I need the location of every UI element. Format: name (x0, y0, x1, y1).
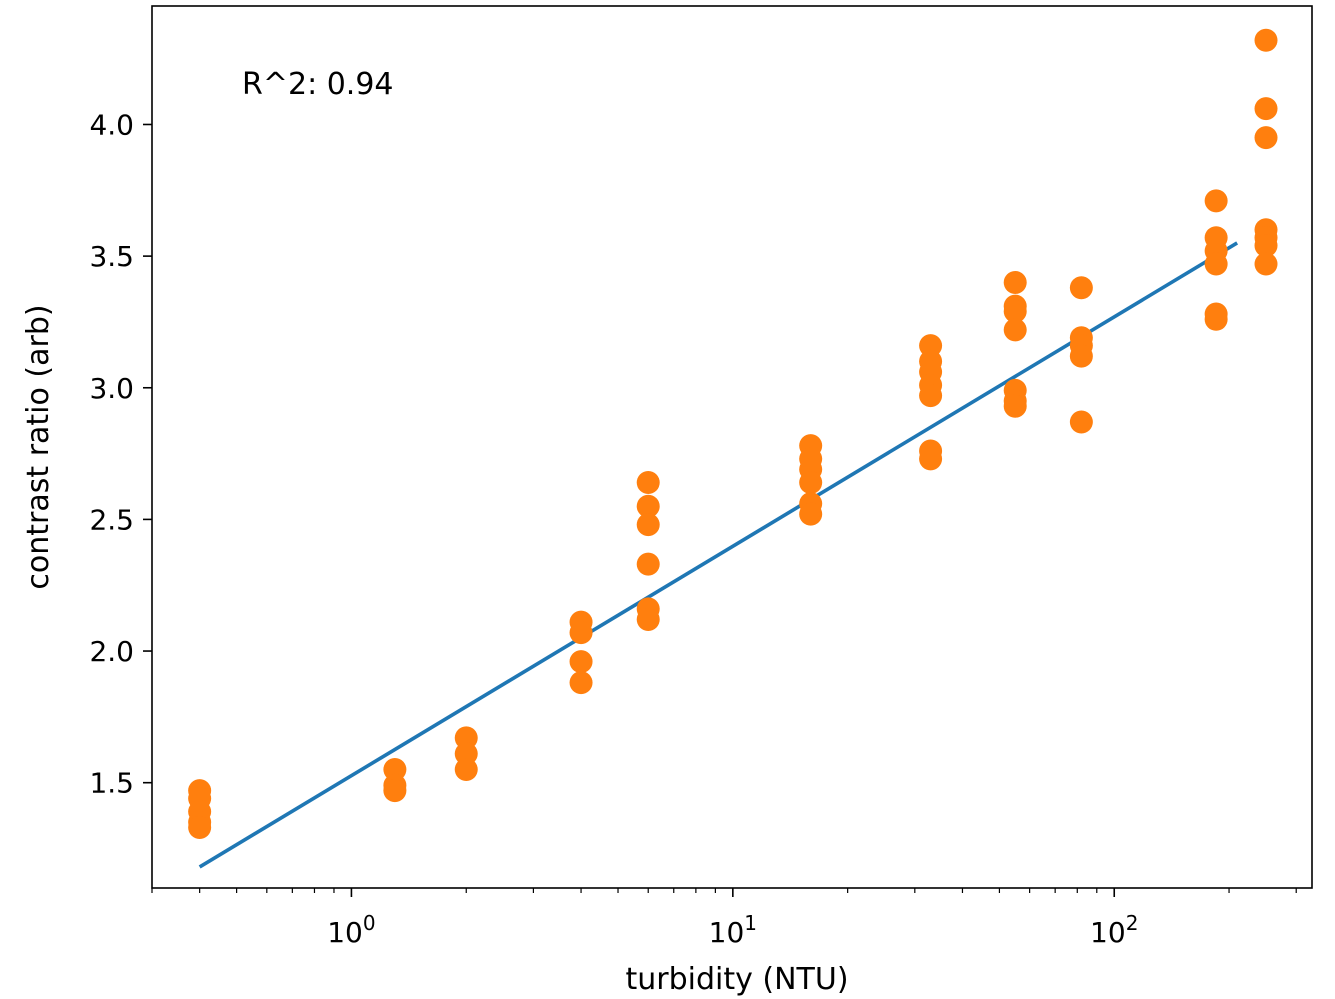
data-point (1003, 299, 1027, 323)
data-point (1254, 28, 1278, 52)
data-point (636, 494, 660, 518)
data-point (454, 726, 478, 750)
plot-area (151, 5, 1313, 889)
data-point (569, 650, 593, 674)
data-point (636, 552, 660, 576)
x-tick-label: 100 (327, 911, 375, 949)
x-tick-label: 102 (1090, 911, 1138, 949)
fit-line (198, 241, 1239, 869)
data-point (1003, 318, 1027, 342)
data-point (636, 471, 660, 495)
r-squared-annotation: R^2: 0.94 (242, 67, 394, 102)
y-tick-label: 1.5 (89, 767, 134, 800)
y-axis-label: contrast ratio (arb) (21, 304, 56, 589)
data-point (1254, 252, 1278, 276)
data-points-layer (188, 28, 1278, 839)
data-point (919, 384, 943, 408)
data-point (454, 742, 478, 766)
fit-line-layer (198, 241, 1239, 869)
y-axis-ticks: 1.5 2.0 2.5 3.0 3.5 4.0 (89, 108, 152, 800)
data-point (636, 513, 660, 537)
data-point (569, 671, 593, 695)
data-point (919, 334, 943, 358)
data-point (188, 815, 212, 839)
y-tick-label: 2.5 (89, 503, 134, 536)
data-point (1254, 234, 1278, 258)
data-point (799, 471, 823, 495)
data-point (1003, 270, 1027, 294)
data-point (1204, 189, 1228, 213)
data-point (383, 758, 407, 782)
data-point (454, 758, 478, 782)
data-point (1069, 276, 1093, 300)
y-tick-label: 2.0 (89, 635, 134, 668)
data-point (1069, 344, 1093, 368)
y-tick-label: 4.0 (89, 108, 134, 141)
data-point (636, 607, 660, 631)
x-axis-label: turbidity (NTU) (625, 962, 848, 997)
x-axis-ticks: 100 101 102 (151, 888, 1297, 949)
x-tick-label: 101 (709, 911, 757, 949)
data-point (799, 502, 823, 526)
data-point (1003, 394, 1027, 418)
data-point (569, 621, 593, 645)
data-point (1204, 307, 1228, 331)
data-point (1254, 97, 1278, 121)
data-point (1069, 410, 1093, 434)
data-point (1254, 126, 1278, 150)
data-point (1204, 252, 1228, 276)
data-point (919, 447, 943, 471)
y-tick-label: 3.5 (89, 240, 134, 273)
data-point (383, 779, 407, 803)
y-tick-label: 3.0 (89, 372, 134, 405)
